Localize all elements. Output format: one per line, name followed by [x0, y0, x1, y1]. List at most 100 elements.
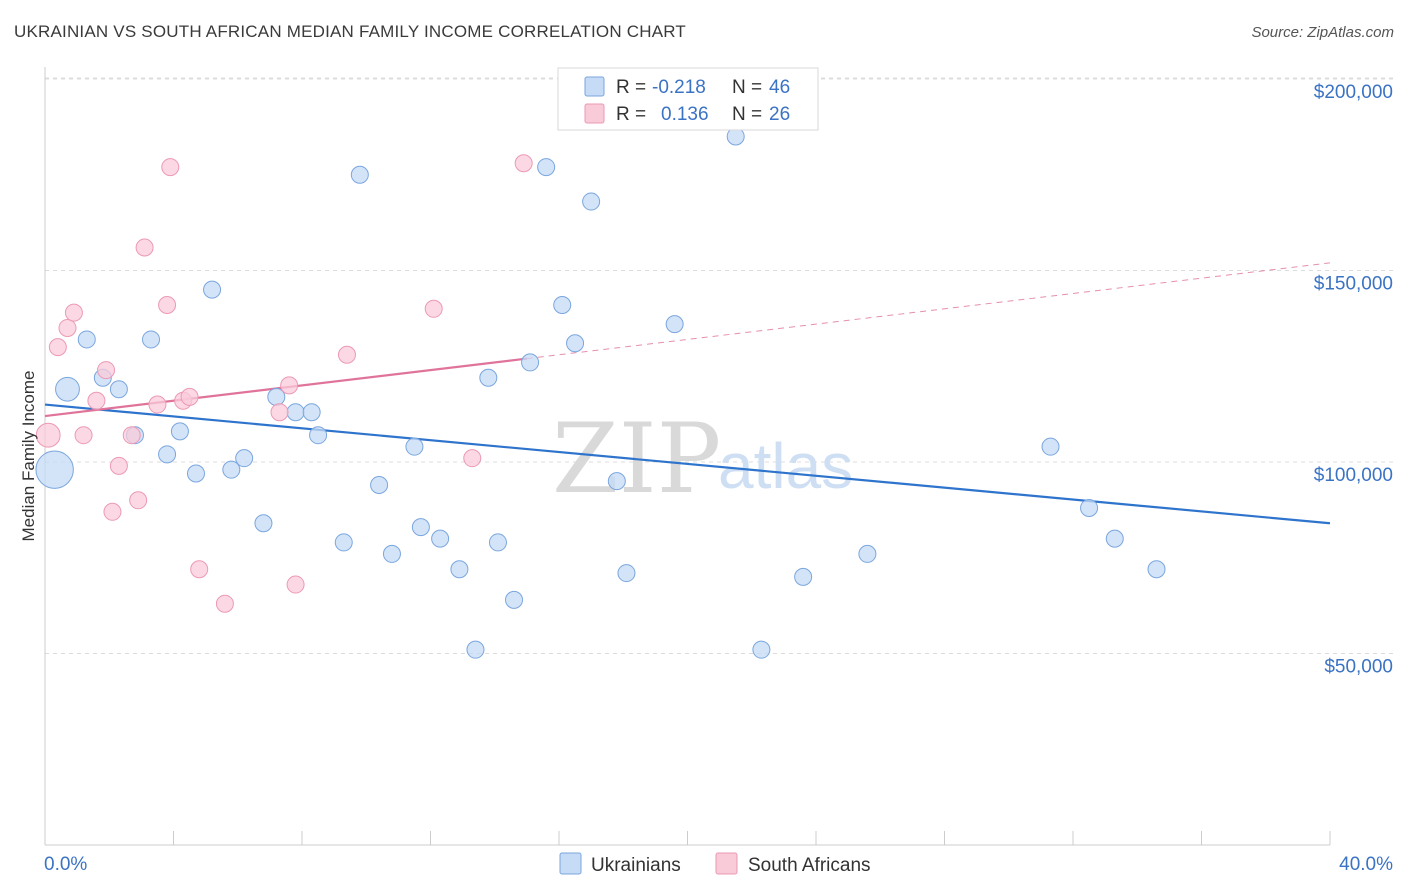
- point-ukrainians-10: [203, 280, 222, 299]
- point-ukrainians-26: [466, 640, 485, 659]
- point-south-africans-1: [48, 338, 67, 357]
- watermark: ZIP atlas: [552, 403, 853, 515]
- point-ukrainians-22: [405, 437, 424, 456]
- x-tick-labels: 0.0% 40.0%: [44, 854, 1393, 875]
- point-ukrainians-19: [350, 165, 369, 184]
- legend-n-value-2: 26: [769, 104, 790, 125]
- point-south-africans-11: [135, 238, 154, 257]
- point-ukrainians-33: [566, 334, 585, 353]
- point-south-africans-18: [215, 594, 234, 613]
- point-ukrainians-37: [665, 315, 684, 334]
- point-ukrainians-17: [309, 426, 328, 445]
- point-ukrainians-16: [302, 403, 321, 422]
- legend-n-label-1: N =: [732, 77, 762, 98]
- y-tick-labels: $50,000 $100,000 $150,000 $200,000: [1314, 82, 1393, 678]
- legend-swatch-south-africans: [584, 103, 605, 124]
- point-south-africans-23: [424, 299, 443, 318]
- point-south-africans-2: [58, 318, 77, 337]
- point-ukrainians-8: [170, 422, 189, 441]
- point-ukrainians-34: [582, 192, 601, 211]
- point-south-africans-14: [161, 158, 180, 177]
- trend-line-ukrainians: [44, 403, 1331, 525]
- legend-n-value-1: 46: [769, 77, 790, 98]
- y-tick-label-0: $50,000: [1324, 657, 1393, 678]
- point-south-africans-20: [280, 376, 299, 395]
- point-south-africans-4: [74, 426, 93, 445]
- point-south-africans-9: [122, 426, 141, 445]
- point-ukrainians-35: [607, 472, 626, 491]
- point-south-africans-19: [270, 403, 289, 422]
- y-tick-label-3: $200,000: [1314, 82, 1393, 103]
- point-ukrainians-40: [794, 567, 813, 586]
- point-ukrainians-31: [537, 158, 556, 177]
- point-ukrainians-7: [158, 445, 177, 464]
- point-ukrainians-15: [286, 403, 305, 422]
- legend-r-label-2: R =: [616, 104, 646, 125]
- point-south-africans-17: [190, 560, 209, 579]
- point-ukrainians-28: [488, 533, 507, 552]
- point-ukrainians-24: [431, 529, 450, 548]
- point-ukrainians-23: [411, 518, 430, 537]
- legend-swatch-ukrainians: [584, 76, 605, 97]
- point-ukrainians-12: [235, 449, 254, 468]
- x-tick-label-1: 40.0%: [1339, 854, 1393, 875]
- legend-r-label-1: R =: [616, 77, 646, 98]
- y-axis-title: Median Family Income: [19, 370, 38, 541]
- y-tick-label-2: $150,000: [1314, 274, 1393, 295]
- point-ukrainians-18: [334, 533, 353, 552]
- point-south-africans-16: [180, 387, 199, 406]
- point-ukrainians-29: [505, 590, 524, 609]
- point-south-africans-5: [87, 391, 106, 410]
- point-ukrainians-36: [617, 564, 636, 583]
- legend-bottom-swatch-ukrainians: [559, 852, 582, 875]
- point-ukrainians-30: [521, 353, 540, 372]
- point-ukrainians-2: [77, 330, 96, 349]
- legend-r-value-1: -0.218: [652, 77, 706, 98]
- point-ukrainians-6: [142, 330, 161, 349]
- point-ukrainians-27: [479, 368, 498, 387]
- point-south-africans-22: [337, 345, 356, 364]
- legend-top: R = -0.218 N = 46 R = 0.136 N = 26: [557, 67, 819, 131]
- point-ukrainians-25: [450, 560, 469, 579]
- point-ukrainians-1: [55, 376, 80, 402]
- point-ukrainians-42: [1041, 437, 1060, 456]
- trend-line-south-africans-extended: [526, 262, 1331, 360]
- point-south-africans-25: [514, 154, 533, 173]
- legend-bottom-swatch-south-africans: [715, 852, 738, 875]
- point-ukrainians-39: [752, 640, 771, 659]
- legend-r-value-2: 0.136: [661, 104, 709, 125]
- point-ukrainians-45: [1147, 560, 1166, 579]
- point-south-africans-10: [129, 491, 148, 510]
- point-south-africans-13: [158, 295, 177, 314]
- point-south-africans-6: [97, 361, 116, 380]
- point-ukrainians-0: [35, 450, 74, 489]
- legend-n-label-2: N =: [732, 104, 762, 125]
- point-south-africans-12: [148, 395, 167, 414]
- source-label: Source: ZipAtlas.com: [1251, 24, 1394, 41]
- point-south-africans-0: [35, 422, 61, 448]
- legend-bottom-label-south-africans: South Africans: [748, 855, 871, 876]
- legend-bottom: Ukrainians South Africans: [559, 852, 871, 876]
- y-tick-label-1: $100,000: [1314, 465, 1393, 486]
- chart-title: UKRAINIAN VS SOUTH AFRICAN MEDIAN FAMILY…: [14, 22, 686, 41]
- point-ukrainians-20: [370, 475, 389, 494]
- point-south-africans-7: [103, 502, 122, 521]
- legend-bottom-label-ukrainians: Ukrainians: [591, 855, 681, 876]
- data-points: [35, 127, 1166, 659]
- point-ukrainians-4: [109, 380, 128, 399]
- point-ukrainians-43: [1080, 498, 1099, 517]
- point-south-africans-24: [463, 449, 482, 468]
- point-south-africans-8: [109, 456, 128, 475]
- point-south-africans-21: [286, 575, 305, 594]
- grid-lines: [45, 77, 1395, 654]
- point-ukrainians-44: [1105, 529, 1124, 548]
- watermark-atlas: atlas: [718, 430, 853, 502]
- point-south-africans-3: [64, 303, 83, 322]
- point-ukrainians-11: [222, 460, 241, 479]
- point-ukrainians-21: [382, 544, 401, 563]
- point-ukrainians-13: [254, 514, 273, 533]
- point-ukrainians-32: [553, 295, 572, 314]
- point-ukrainians-9: [186, 464, 205, 483]
- point-ukrainians-41: [858, 544, 877, 563]
